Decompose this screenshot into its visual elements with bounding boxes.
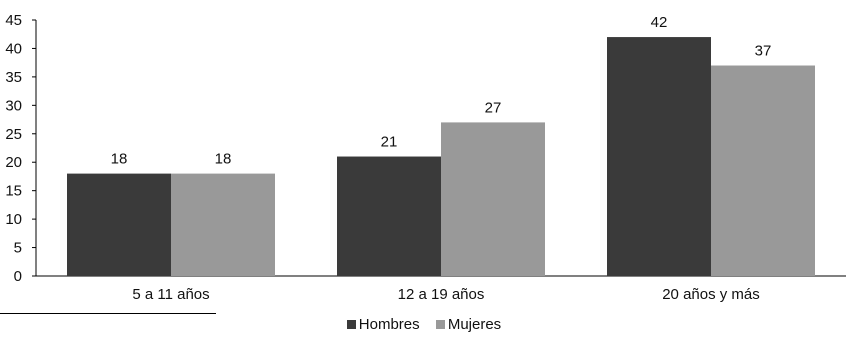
legend-label-hombres: Hombres xyxy=(358,316,420,333)
legend-label-mujeres: Mujeres xyxy=(447,316,502,333)
bar-hombres-2 xyxy=(607,37,711,276)
category-label: 5 a 11 años xyxy=(132,286,209,303)
legend-item-mujeres: Mujeres xyxy=(435,316,502,333)
y-tick-label: 25 xyxy=(5,126,22,143)
data-label-hombres-2: 42 xyxy=(651,14,668,31)
footnote-rule xyxy=(0,313,216,314)
bar-mujeres-1 xyxy=(441,122,545,277)
y-tick-label: 5 xyxy=(14,240,22,257)
bars xyxy=(67,37,815,277)
data-label-mujeres-0: 18 xyxy=(215,151,232,168)
bar-mujeres-0 xyxy=(171,173,275,276)
legend: Hombres Mujeres xyxy=(0,316,848,333)
bar-hombres-1 xyxy=(337,156,441,276)
data-label-hombres-0: 18 xyxy=(111,151,128,168)
y-tick-label: 40 xyxy=(5,40,22,57)
y-tick-labels: 0 5 10 15 20 25 30 35 40 45 xyxy=(5,12,36,285)
category-labels: 5 a 11 años 12 a 19 años 20 años y más xyxy=(132,286,759,303)
data-label-mujeres-2: 37 xyxy=(755,43,772,60)
y-tick-label: 45 xyxy=(5,12,22,29)
data-label-mujeres-1: 27 xyxy=(485,99,502,116)
bar-mujeres-2 xyxy=(711,65,815,276)
data-labels: 18 18 21 27 42 37 xyxy=(111,14,772,168)
legend-swatch-mujeres xyxy=(435,320,445,329)
y-tick-label: 15 xyxy=(5,183,22,200)
category-label: 20 años y más xyxy=(662,286,760,303)
bar-hombres-0 xyxy=(67,173,171,276)
legend-swatch-hombres xyxy=(346,320,356,329)
y-tick-label: 10 xyxy=(5,211,22,228)
legend-item-hombres: Hombres xyxy=(346,316,420,333)
data-label-hombres-1: 21 xyxy=(381,134,398,151)
category-label: 12 a 19 años xyxy=(398,286,485,303)
y-tick-label: 30 xyxy=(5,97,22,114)
y-tick-label: 0 xyxy=(14,268,22,285)
y-tick-label: 35 xyxy=(5,69,22,86)
y-tick-label: 20 xyxy=(5,154,22,171)
